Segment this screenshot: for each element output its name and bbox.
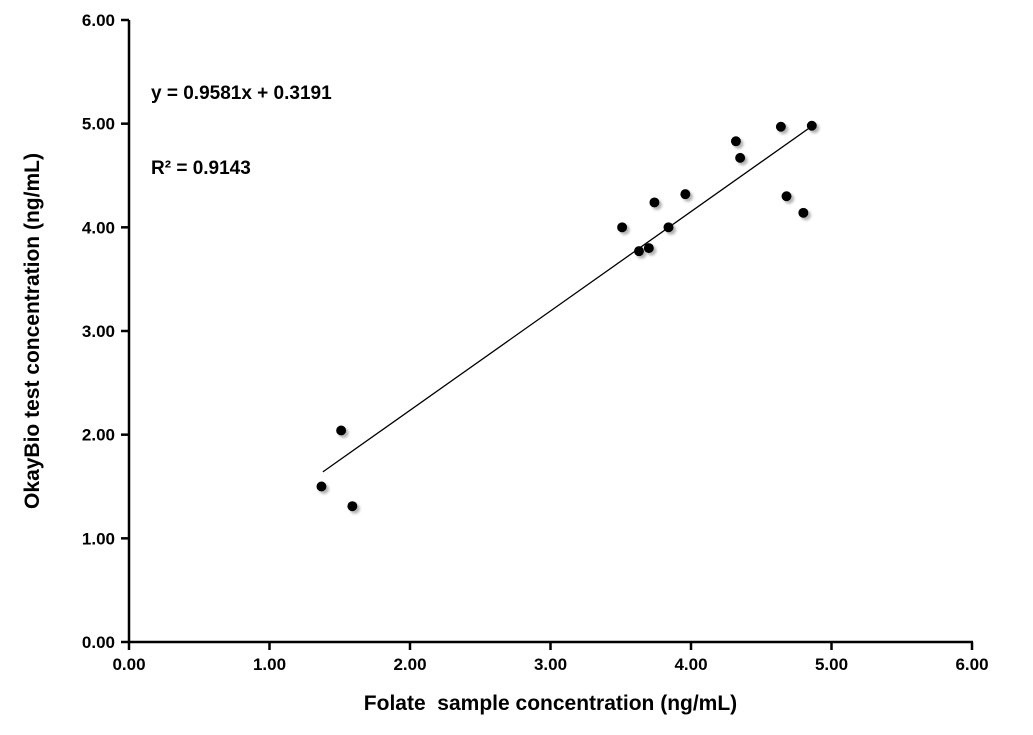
x-tick-label: 1.00	[253, 655, 286, 674]
data-point	[649, 197, 660, 208]
x-axis-title: Folate sample concentration (ng/mL)	[363, 692, 738, 715]
trend-line	[322, 125, 813, 473]
equation-text: y = 0.9581x + 0.3191	[151, 83, 332, 104]
x-tick-label: 5.00	[815, 655, 848, 674]
x-tick-label: 4.00	[674, 655, 707, 674]
y-tick-label: 3.00	[82, 322, 115, 341]
data-point	[775, 121, 786, 132]
data-point	[634, 246, 645, 257]
y-tick-label: 0.00	[82, 633, 115, 652]
data-point	[806, 120, 817, 131]
data-point	[680, 189, 691, 200]
data-point	[316, 481, 327, 492]
data-point	[336, 425, 347, 436]
y-tick-label: 6.00	[82, 11, 115, 30]
data-point	[781, 191, 792, 202]
trendline-annotation: y = 0.9581x + 0.3191 R² = 0.9143	[151, 31, 332, 231]
y-tick-label: 5.00	[82, 115, 115, 134]
r-squared-text: R² = 0.9143	[151, 158, 251, 179]
x-tick-label: 0.00	[112, 655, 145, 674]
data-point	[617, 222, 628, 233]
x-tick-label: 3.00	[534, 655, 567, 674]
y-tick-label: 1.00	[82, 529, 115, 548]
data-point	[663, 222, 674, 233]
x-tick-label: 6.00	[955, 655, 988, 674]
y-tick-label: 4.00	[82, 218, 115, 237]
data-point	[643, 243, 654, 254]
y-axis-title: OkayBio test concentration (ng/mL)	[21, 153, 44, 509]
data-point	[735, 152, 746, 163]
y-tick-label: 2.00	[82, 426, 115, 445]
data-point	[347, 501, 358, 512]
x-tick-label: 2.00	[393, 655, 426, 674]
data-point	[798, 207, 809, 218]
data-point	[730, 136, 741, 147]
